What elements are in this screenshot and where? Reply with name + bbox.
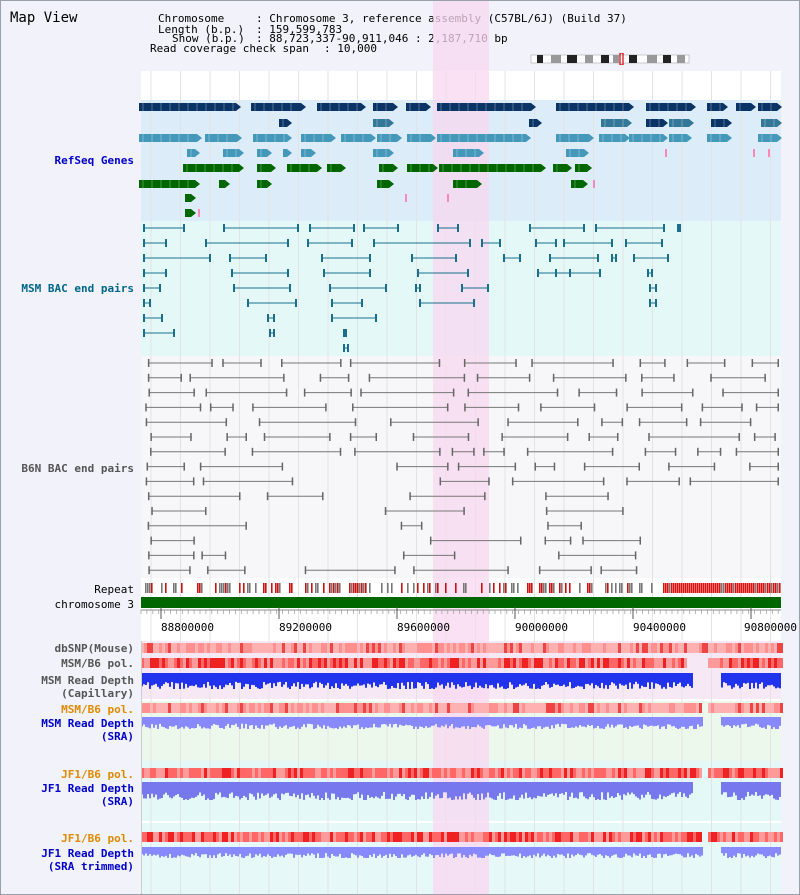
chromosome-bar [141,597,781,608]
track-label-jf1-depth-trim[interactable]: JF1 Read Depth [41,847,134,860]
scale-tick-label: 88800000 [161,621,214,634]
scale-tick-label: 89200000 [279,621,332,634]
track-label-jf1-depth-trim-sub: (SRA trimmed) [47,860,134,873]
track-label-msm-depth-capillary-sub: (Capillary) [61,687,134,700]
scale-tick-label: 89600000 [397,621,450,634]
track-label-chromosome: chromosome 3 [54,598,134,611]
scale-tick-label: 90800000 [744,621,797,634]
track-label-jf1-depth-sra-sub: (SRA) [100,795,134,808]
page-title: Map View [10,10,78,26]
track-label-repeat: Repeat [94,583,134,596]
scale-tick-label: 90400000 [633,621,686,634]
chromosome-ideogram[interactable] [529,53,691,65]
length-key: Length (b.p.) [158,23,245,36]
track-label-refseq[interactable]: RefSeq Genes [54,154,134,167]
track-label-jf1-b6-pol[interactable]: JF1/B6 pol. [61,768,134,781]
length-value: : 159,599,783 [256,23,343,36]
track-label-msm-bac[interactable]: MSM BAC end pairs [21,282,134,295]
coverage-value: : 10,000 [324,42,377,55]
track-label-dbsnp[interactable]: dbSNP(Mouse) [54,642,134,655]
track-label-msm-depth-sra-sub: (SRA) [100,730,134,743]
track-label-msm-b6-pol[interactable]: MSM/B6 pol. [61,657,134,670]
show-key: Show (b.p.) [172,32,245,45]
scale-tick-label: 90000000 [515,621,568,634]
track-label-jf1-b6-pol-2[interactable]: JF1/B6 pol. [61,832,134,845]
track-label-msm-b6-pol-sra[interactable]: MSM/B6 pol. [61,703,134,716]
track-label-b6n-bac[interactable]: B6N BAC end pairs [21,462,134,475]
chromosome-key: Chromosome [158,12,225,25]
coverage-key: Read coverage check span [150,42,309,55]
track-label-jf1-depth-sra[interactable]: JF1 Read Depth [41,782,134,795]
track-label-msm-depth-sra[interactable]: MSM Read Depth [41,717,134,730]
track-label-msm-depth-capillary[interactable]: MSM Read Depth [41,674,134,687]
